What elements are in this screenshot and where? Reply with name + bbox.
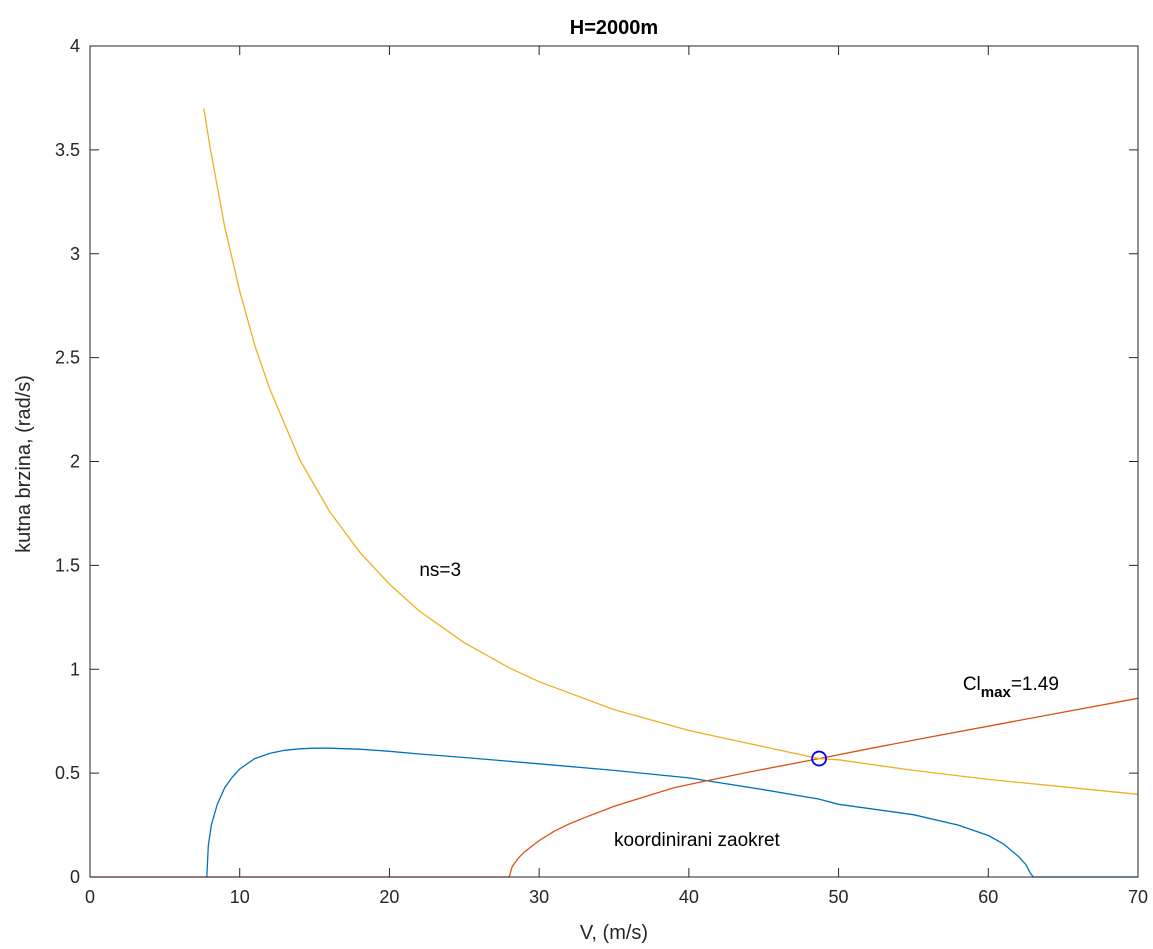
annotation-3: Clmax=1.49 [963, 674, 1059, 701]
y-tick-label: 1 [70, 659, 80, 679]
chart-title: H=2000m [570, 17, 658, 39]
series-line-2 [90, 697, 1139, 878]
y-tick-label: 3 [70, 244, 80, 264]
y-tick-label: 1.5 [55, 555, 80, 575]
series-line-3 [203, 108, 1139, 795]
series-line-1 [206, 747, 1138, 878]
x-tick-label: 60 [978, 887, 998, 907]
x-tick-label: 0 [85, 887, 95, 907]
intersection-marker [811, 750, 828, 767]
x-axis-label: V, (m/s) [580, 922, 648, 944]
annotation-1: ns=3 [419, 560, 461, 581]
series-lines [90, 108, 1139, 878]
x-tick-label: 10 [230, 887, 250, 907]
y-tick-label: 3.5 [55, 140, 80, 160]
annotation-2: koordinirani zaokret [614, 830, 781, 851]
x-tick-label: 70 [1128, 887, 1148, 907]
x-tick-label: 30 [529, 887, 549, 907]
y-axis-label: kutna brzina, (rad/s) [13, 375, 35, 553]
y-tick-label: 2.5 [55, 348, 80, 368]
x-tick-label: 50 [829, 887, 849, 907]
y-tick-label: 0 [70, 867, 80, 887]
y-tick-label: 2 [70, 452, 80, 472]
x-tick-label: 40 [679, 887, 699, 907]
tick-labels: 0 10 20 30 40 50 60 70 0 0.5 1 1.5 2 2.5 3 3.5 4 [55, 36, 1148, 907]
tick-marks [89, 45, 1139, 878]
y-tick-label: 4 [70, 36, 80, 56]
y-tick-label: 0.5 [55, 763, 80, 783]
plot-frame [89, 45, 1139, 878]
x-tick-label: 20 [379, 887, 399, 907]
annotations: ns=3 koordinirani zaokret Clmax=1.49 [419, 560, 1059, 851]
